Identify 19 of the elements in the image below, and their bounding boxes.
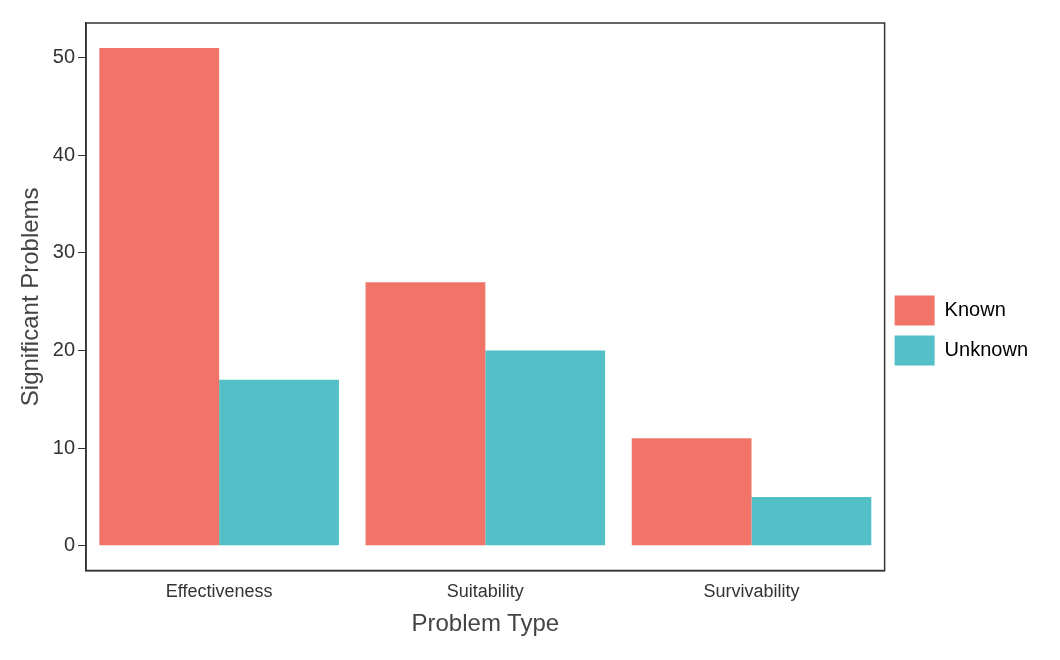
- bar: [631, 438, 752, 546]
- legend-label: Unknown: [944, 338, 1029, 361]
- y-tick-label: 0: [63, 533, 76, 556]
- x-tick-label: Suitability: [446, 581, 524, 602]
- x-tick-label: Survivability: [703, 581, 800, 602]
- x-axis-title: Problem Type: [411, 609, 560, 637]
- y-tick-label: 50: [52, 45, 76, 68]
- y-tick-label: 40: [52, 142, 76, 165]
- bar: [219, 379, 339, 546]
- y-tick-label: 30: [52, 240, 76, 263]
- y-tick-label: 20: [52, 338, 76, 360]
- y-axis-title: Significant Problems: [16, 187, 44, 407]
- bar: [485, 350, 606, 546]
- bar: [751, 496, 872, 546]
- x-tick-label: Effectiveness: [165, 581, 273, 602]
- bar: [365, 282, 486, 546]
- legend-label: Known: [944, 298, 1006, 321]
- y-tick-label: 10: [52, 435, 76, 458]
- bar: [99, 47, 220, 546]
